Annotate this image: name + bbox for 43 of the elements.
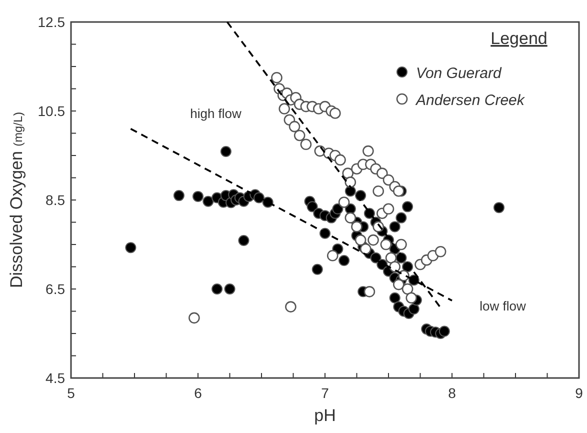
- point: [330, 108, 341, 119]
- legend-title: Legend: [490, 29, 548, 48]
- point: [406, 292, 418, 304]
- y-tick-label: 8.5: [46, 192, 66, 208]
- point: [364, 286, 376, 298]
- point: [288, 120, 300, 132]
- legend-label: Andersen Creek: [415, 92, 526, 109]
- point: [271, 72, 282, 84]
- point: [362, 145, 374, 157]
- point: [382, 203, 394, 215]
- y-tick-label: 10.5: [38, 103, 66, 119]
- point: [372, 185, 384, 197]
- point: [396, 238, 407, 250]
- y-tick-label: 4.5: [46, 370, 66, 386]
- point: [393, 278, 404, 290]
- point: [368, 234, 379, 246]
- y-axis-title: Dissolved Oxygen (mg/L): [7, 112, 26, 288]
- x-tick-label: 8: [448, 385, 456, 401]
- x-axis-title: pH: [314, 406, 336, 425]
- x-tick-label: 6: [194, 385, 202, 401]
- point: [376, 168, 388, 179]
- annotation: low flow: [480, 298, 527, 314]
- point: [354, 234, 366, 246]
- point: [285, 301, 296, 312]
- point: [300, 138, 312, 150]
- legend-label: Von Guerard: [416, 65, 502, 82]
- y-tick-label: 12.5: [38, 14, 66, 30]
- x-tick-label: 5: [67, 385, 76, 401]
- point: [326, 250, 338, 262]
- point: [434, 246, 446, 258]
- x-tick-label: 9: [575, 385, 584, 401]
- point: [351, 221, 362, 232]
- point: [360, 243, 372, 255]
- point: [188, 312, 200, 324]
- point: [393, 185, 404, 197]
- point: [380, 238, 392, 250]
- point: [334, 154, 346, 166]
- point: [338, 196, 350, 208]
- x-tick-label: 7: [321, 385, 330, 401]
- annotation: high flow: [190, 106, 242, 122]
- point: [344, 212, 356, 224]
- point: [278, 103, 290, 114]
- y-tick-label: 6.5: [46, 281, 66, 297]
